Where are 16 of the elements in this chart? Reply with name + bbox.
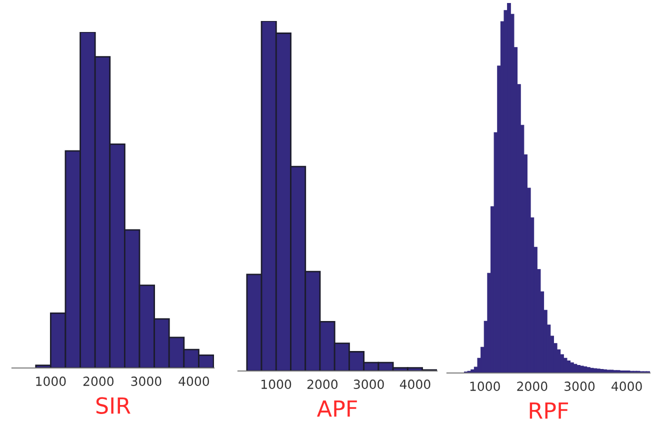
x-tick-label: 3000 [131,376,162,386]
x-tick-label: 1000 [36,376,66,386]
x-tick-label: 4000 [612,382,642,392]
x-tick-label: 1000 [262,380,292,390]
x-tick-label: 2000 [307,380,338,390]
bar [566,360,571,373]
x-tick-label: 3000 [564,382,595,392]
x-axis-title: RPF [530,402,568,419]
x-tick-label: 2000 [517,382,548,392]
x-tick-label: 4000 [400,380,430,390]
x-tick-label: 4000 [178,376,210,386]
x-axis-title: APF [316,400,357,417]
x-tick-label: 2000 [83,376,114,386]
x-tick-label: 1000 [470,382,500,392]
x-axis-title: SIR [96,397,130,414]
x-tick-label: 3000 [354,380,384,390]
